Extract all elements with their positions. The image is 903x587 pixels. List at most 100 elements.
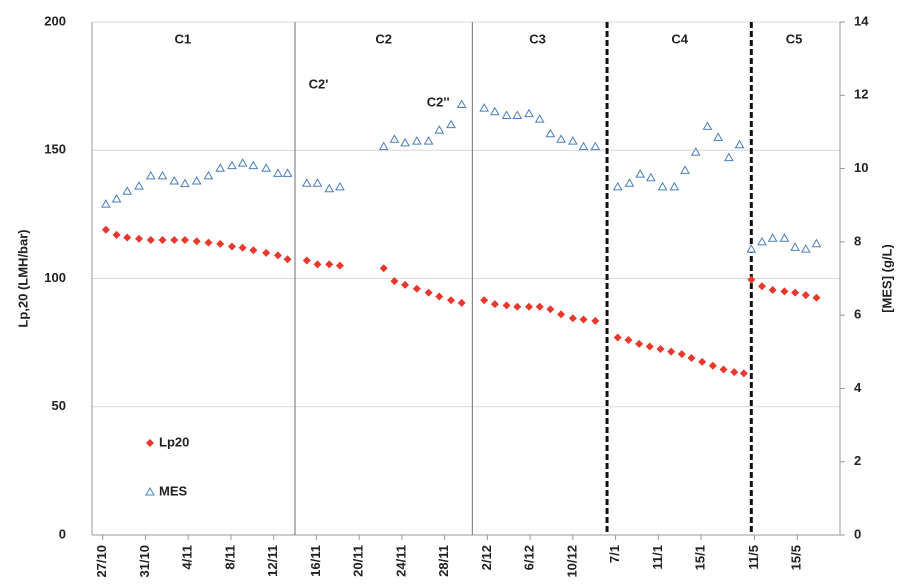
marker-triangle [578, 141, 589, 151]
marker-diamond [546, 305, 555, 314]
marker-diamond [135, 234, 144, 243]
marker-triangle [567, 136, 578, 145]
marker-triangle [203, 170, 214, 180]
legend-label: Lp20 [159, 434, 189, 449]
marker-triangle [248, 160, 259, 170]
marker-triangle [757, 236, 767, 246]
y-tick-label: 100 [44, 270, 66, 285]
marker-triangle [282, 168, 293, 177]
marker-triangle [524, 108, 534, 118]
marker-diamond [579, 315, 588, 324]
y-axis-label: Lp,20 (LMH/bar) [15, 229, 30, 327]
marker-diamond [613, 333, 622, 342]
marker-diamond [401, 280, 410, 289]
marker-diamond [170, 236, 179, 245]
x-tick-label: 20/11 [351, 545, 366, 577]
y2-tick-label: 14 [854, 13, 869, 28]
marker-triangle [713, 132, 724, 141]
marker-diamond [216, 239, 225, 248]
y-tick-label: 150 [44, 142, 66, 157]
x-tick-label: 11/1 [650, 545, 665, 570]
marker-triangle [790, 242, 800, 251]
marker-diamond [624, 336, 633, 345]
marker-diamond [730, 368, 739, 377]
marker-triangle [215, 163, 226, 172]
marker-triangle [680, 165, 690, 174]
marker-triangle [301, 178, 312, 187]
marker-diamond [390, 277, 399, 286]
marker-diamond [687, 354, 696, 363]
marker-diamond [302, 256, 311, 265]
marker-diamond [513, 302, 522, 311]
marker-triangle [746, 244, 757, 253]
marker-triangle [489, 106, 500, 116]
x-tick-label: 31/10 [137, 545, 152, 578]
phase-label: C2' [309, 77, 329, 92]
marker-diamond [158, 236, 167, 245]
y2-tick-label: 12 [854, 87, 868, 102]
phase-label: C5 [786, 31, 803, 46]
marker-diamond [812, 293, 821, 302]
marker-diamond [557, 310, 566, 319]
marker-triangle [501, 110, 512, 119]
marker-diamond [273, 251, 282, 260]
marker-diamond [656, 345, 665, 354]
marker-triangle [657, 181, 668, 191]
y-tick-label: 0 [59, 526, 66, 541]
marker-triangle [479, 103, 490, 112]
phase-label: C2'' [427, 94, 450, 109]
marker-triangle [446, 119, 456, 129]
marker-triangle [400, 137, 410, 147]
y-tick-label: 200 [44, 13, 66, 28]
marker-triangle [101, 199, 111, 208]
y2-tick-label: 6 [854, 307, 861, 322]
marker-diamond [667, 347, 676, 356]
marker-diamond [791, 288, 800, 297]
x-tick-label: 7/1 [607, 545, 622, 563]
marker-triangle [646, 172, 656, 182]
marker-triangle [273, 168, 283, 177]
x-tick-label: 6/12 [522, 545, 537, 570]
marker-triangle [335, 181, 345, 191]
x-tick-label: 27/10 [94, 545, 109, 578]
marker-diamond [525, 302, 534, 311]
marker-triangle [378, 141, 389, 151]
marker-triangle [411, 136, 422, 145]
marker-diamond [112, 230, 121, 239]
marker-triangle [811, 238, 822, 248]
marker-diamond [568, 314, 577, 323]
marker-diamond [262, 248, 271, 257]
marker-diamond [780, 287, 789, 296]
x-tick-label: 15/5 [789, 545, 804, 570]
marker-diamond [424, 288, 433, 297]
marker-diamond [708, 361, 717, 370]
marker-diamond [412, 284, 421, 293]
marker-triangle [261, 163, 272, 172]
marker-diamond [238, 243, 247, 252]
marker-triangle [690, 147, 701, 156]
marker-diamond [227, 242, 236, 251]
marker-diamond [435, 292, 444, 301]
y2-tick-label: 4 [854, 380, 862, 395]
marker-diamond [591, 316, 600, 325]
marker-triangle [800, 244, 811, 253]
y2-tick-label: 8 [854, 233, 861, 248]
marker-triangle [456, 99, 467, 108]
marker-diamond [719, 365, 728, 374]
legend-label: MES [159, 483, 188, 498]
marker-triangle [612, 181, 623, 191]
marker-diamond [801, 291, 810, 300]
phase-label: C2 [375, 31, 392, 46]
y2-axis-label: [MES] (g/L) [879, 244, 894, 313]
y2-tick-label: 10 [854, 160, 868, 175]
marker-diamond [457, 298, 466, 307]
x-tick-label: 15/1 [693, 545, 708, 570]
marker-triangle [122, 186, 133, 195]
x-tick-label: 4/11 [180, 545, 195, 570]
marker-diamond [480, 296, 489, 305]
marker-triangle [157, 170, 168, 180]
marker-triangle [724, 152, 734, 162]
x-tick-label: 28/11 [436, 545, 451, 577]
x-tick-label: 11/5 [746, 545, 761, 570]
marker-diamond [535, 302, 544, 311]
